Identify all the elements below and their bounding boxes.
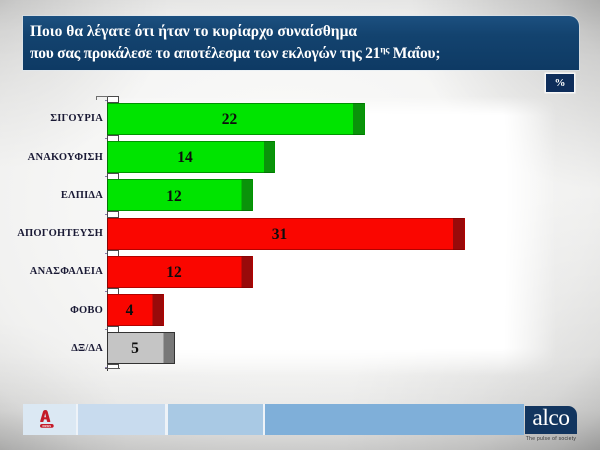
svg-text:NEWS: NEWS bbox=[43, 424, 52, 428]
